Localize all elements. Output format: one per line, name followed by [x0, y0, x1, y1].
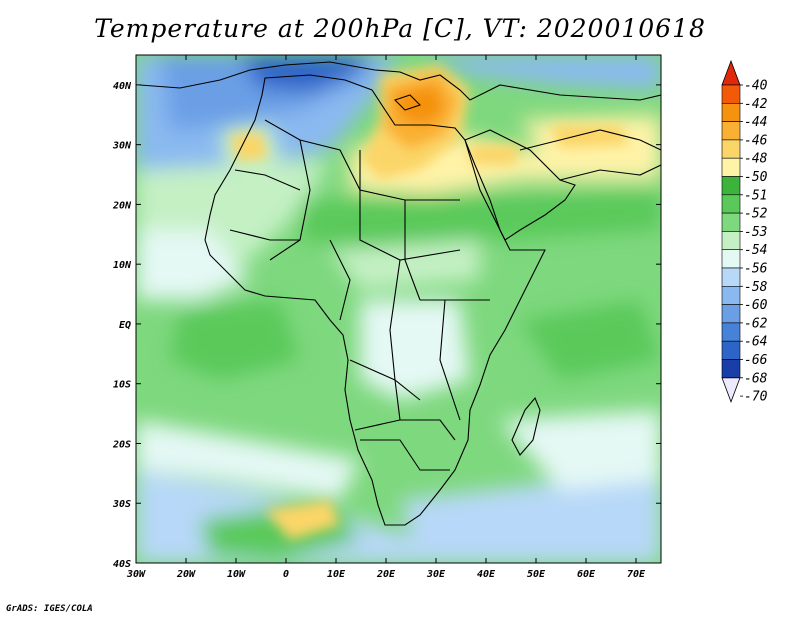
- colorbar-label: -40: [744, 79, 768, 94]
- colorbar-label: -48: [744, 152, 768, 167]
- colorbar-label: -52: [744, 207, 768, 222]
- temperature-field: [136, 55, 661, 563]
- colorbar-label: -54: [744, 243, 767, 258]
- colorbar-swatch: [721, 285, 741, 305]
- lon-tick-label: 30E: [426, 569, 446, 580]
- lon-tick-label: 60E: [577, 569, 596, 580]
- colorbar-swatch: [721, 194, 741, 214]
- colorbar-swatch: [721, 322, 741, 342]
- colorbar-label: -68: [744, 371, 768, 386]
- colorbar-label: -62: [744, 316, 768, 331]
- colorbar-label: -46: [744, 133, 768, 148]
- colorbar-label: -66: [744, 353, 768, 368]
- colorbar-label: -42: [744, 97, 768, 112]
- lat-tick-label: 20N: [112, 200, 132, 211]
- colorbar-top-arrow: [721, 59, 741, 86]
- colorbar-swatch: [721, 304, 741, 324]
- colorbar: -40 -42 -44 -46 -48 -50 -51 -52 -53 -54 -56 -58 -60 -…: [721, 59, 768, 405]
- lon-tick-label: 10W: [227, 569, 246, 580]
- lat-tick-label: 40S: [113, 559, 131, 570]
- colorbar-swatch: [721, 249, 741, 269]
- colorbar-swatch: [721, 267, 741, 287]
- colorbar-label: -44: [744, 115, 767, 130]
- lon-tick-label: 70E: [627, 569, 646, 580]
- colorbar-label: -64: [744, 335, 767, 350]
- colorbar-bottom-arrow: [721, 377, 741, 403]
- colorbar-label: -51: [744, 188, 767, 203]
- colorbar-swatch: [721, 231, 741, 250]
- latitude-ticks: 40N 30N 20N 10N EQ 10S 20S 30S 40S: [112, 81, 661, 570]
- colorbar-swatch: [721, 340, 741, 360]
- colorbar-swatch: [721, 176, 741, 196]
- coastlines: [139, 61, 661, 526]
- lat-tick-label: EQ: [119, 320, 131, 331]
- colorbar-swatch: [721, 359, 741, 379]
- lon-tick-label: 20E: [376, 569, 396, 580]
- lat-tick-label: 30N: [112, 141, 132, 152]
- lat-tick-label: 30S: [112, 499, 131, 510]
- colorbar-label: -56: [744, 262, 768, 277]
- grads-credit: GrADS: IGES/COLA: [6, 604, 93, 614]
- lon-tick-label: 30W: [126, 569, 146, 580]
- colorbar-swatch: [721, 212, 741, 232]
- lon-tick-label: 50E: [527, 569, 546, 580]
- colorbar-swatch: [721, 84, 741, 104]
- lat-tick-label: 10S: [113, 380, 131, 391]
- lat-tick-label: 20S: [112, 439, 131, 450]
- colorbar-swatch: [721, 103, 741, 122]
- plot-title: Temperature at 200hPa [C], VT: 202001061…: [94, 14, 706, 43]
- colorbar-label: -70: [744, 390, 768, 405]
- colorbar-swatch: [721, 139, 741, 159]
- map-frame: [135, 54, 662, 564]
- lon-tick-label: 10E: [327, 569, 346, 580]
- colorbar-label: -53: [744, 225, 767, 240]
- lat-tick-label: 40N: [113, 81, 132, 92]
- colorbar-swatch: [721, 157, 741, 177]
- lon-tick-label: 20W: [176, 569, 196, 580]
- colorbar-label: -50: [744, 170, 768, 185]
- lon-tick-label: 40E: [477, 569, 496, 580]
- lat-tick-label: 10N: [113, 260, 132, 271]
- longitude-ticks: 30W 20W 10W 0 10E 20E 30E 40E 50E 60E 70E: [126, 55, 646, 580]
- colorbar-label: -60: [744, 298, 768, 313]
- colorbar-swatch: [721, 121, 741, 141]
- colorbar-label: -58: [744, 280, 768, 295]
- lon-tick-label: 0: [283, 569, 289, 580]
